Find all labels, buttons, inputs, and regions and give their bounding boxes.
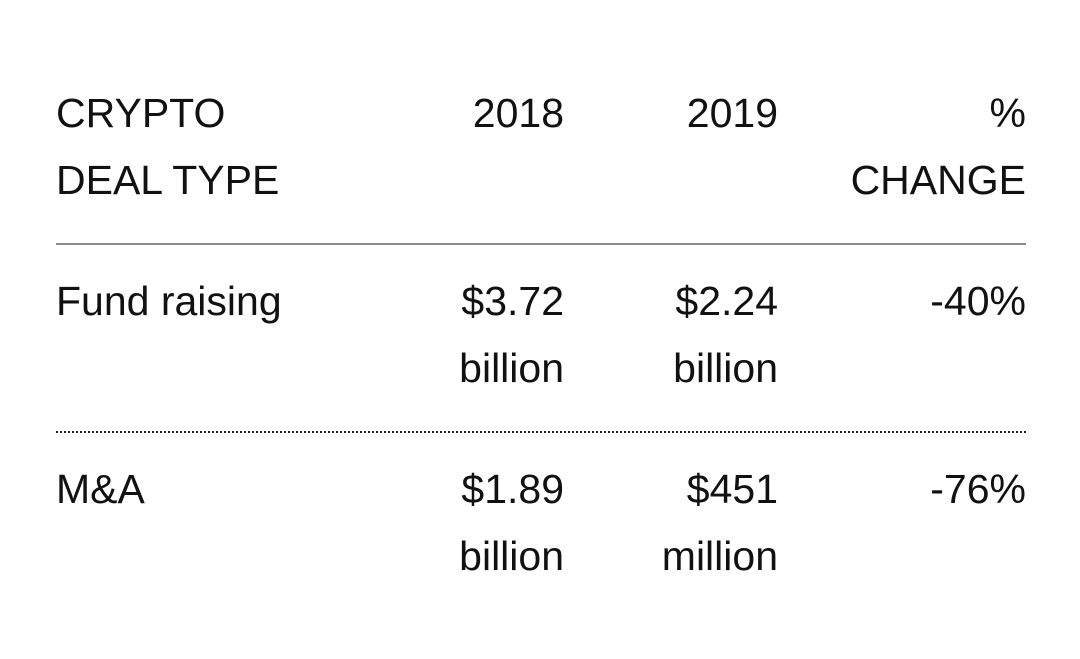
cell-2019-value: $2.24 billion: [564, 268, 778, 402]
deal-type-label: M&A: [56, 466, 145, 512]
column-header-2018-label: 2018: [472, 90, 564, 136]
column-header-percent-change: % CHANGE: [778, 80, 1026, 214]
value-2018-amount: $3.72: [461, 278, 564, 324]
value-2018-unit: billion: [459, 533, 564, 579]
table-row-m-and-a: M&A $1.89 billion $451 million -76%: [56, 433, 1026, 619]
value-2018-unit: billion: [459, 345, 564, 391]
column-header-deal-type: CRYPTO DEAL TYPE: [56, 80, 353, 214]
crypto-deals-table: CRYPTO DEAL TYPE 2018 2019 % CHANGE Fund…: [56, 80, 1026, 619]
value-2018-amount: $1.89: [461, 466, 564, 512]
deal-type-label: Fund raising: [56, 278, 282, 324]
cell-percent-change: -40%: [778, 268, 1026, 335]
column-header-percent-change-line-2: CHANGE: [850, 157, 1026, 203]
percent-change-value: -40%: [930, 278, 1026, 324]
table-row-fund-raising: Fund raising $3.72 billion $2.24 billion…: [56, 245, 1026, 433]
cell-2018-value: $1.89 billion: [353, 456, 564, 590]
cell-percent-change: -76%: [778, 456, 1026, 523]
cell-deal-type: Fund raising: [56, 268, 353, 335]
column-header-percent-change-line-1: %: [989, 90, 1026, 136]
percent-change-value: -76%: [930, 466, 1026, 512]
cell-deal-type: M&A: [56, 456, 353, 523]
column-header-2019-label: 2019: [686, 90, 778, 136]
value-2019-amount: $451: [686, 466, 778, 512]
cell-2019-value: $451 million: [564, 456, 778, 590]
column-header-2018: 2018: [353, 80, 564, 147]
table-header-row: CRYPTO DEAL TYPE 2018 2019 % CHANGE: [56, 80, 1026, 245]
column-header-deal-type-line-2: DEAL TYPE: [56, 157, 280, 203]
column-header-deal-type-line-1: CRYPTO: [56, 90, 226, 136]
value-2019-unit: billion: [673, 345, 778, 391]
value-2019-unit: million: [661, 533, 778, 579]
cell-2018-value: $3.72 billion: [353, 268, 564, 402]
value-2019-amount: $2.24: [675, 278, 778, 324]
column-header-2019: 2019: [564, 80, 778, 147]
